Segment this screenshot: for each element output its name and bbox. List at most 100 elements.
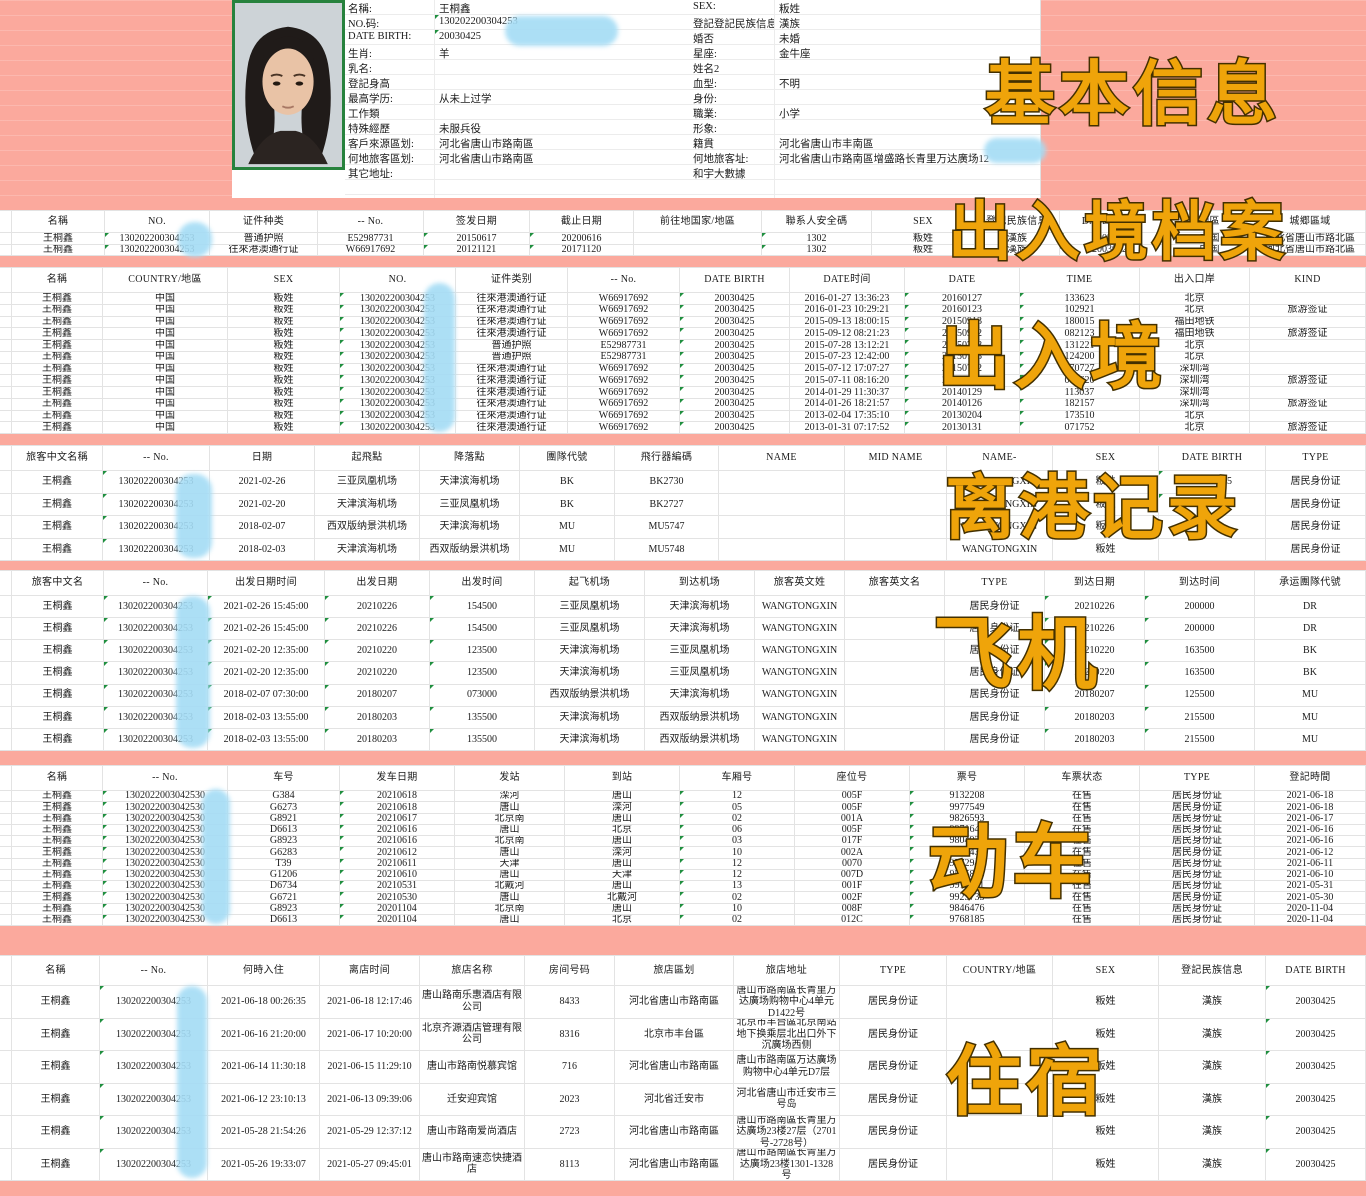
table-cell[interactable]: 20210226 [1045, 596, 1145, 619]
column-header[interactable]: 到达时间 [1145, 571, 1255, 596]
column-header[interactable]: 签发日期 [424, 211, 530, 233]
table-cell[interactable]: 唐山市路南悦慕宾馆 [420, 1051, 525, 1084]
column-header[interactable]: 房间号码 [525, 956, 615, 986]
column-header[interactable]: TYPE [945, 571, 1045, 596]
table-cell[interactable]: 河北省唐山市路北區 [1255, 233, 1366, 245]
table-cell[interactable] [0, 244, 12, 256]
table-cell[interactable]: 2021-05-27 09:45:01 [320, 1148, 420, 1181]
field-value[interactable] [775, 165, 1040, 179]
table-cell[interactable]: 居民身份证 [840, 1148, 947, 1181]
table-cell[interactable]: 20210617 [340, 813, 455, 825]
table-cell[interactable]: 007D [795, 869, 910, 881]
table-cell[interactable]: 163500 [1145, 640, 1255, 663]
table-cell[interactable]: 唐山 [455, 824, 565, 836]
table-cell[interactable]: 漢族 [975, 233, 1060, 245]
table-cell[interactable]: 中国 [103, 410, 228, 423]
table-cell[interactable] [0, 233, 12, 245]
table-cell[interactable]: 2021-02-26 [210, 471, 315, 494]
column-header[interactable]: 旅店名称 [420, 956, 525, 986]
table-cell[interactable]: 130202200304253 [340, 304, 456, 317]
table-cell[interactable]: 20210220 [1045, 640, 1145, 663]
table-cell[interactable]: 2021-06-17 [1255, 813, 1366, 825]
table-cell[interactable]: 王桐鑫 [12, 293, 103, 305]
table-cell[interactable]: 03 [680, 836, 795, 848]
table-cell[interactable] [947, 1051, 1053, 1084]
table-cell[interactable]: 20150617 [424, 233, 530, 245]
table-cell[interactable]: 20030425 [1159, 471, 1266, 494]
table-cell[interactable]: 王桐鑫 [12, 316, 103, 329]
table-cell[interactable]: 130202200304253 [340, 363, 456, 376]
table-cell[interactable]: 居民身份证 [1140, 903, 1255, 915]
table-cell[interactable] [0, 304, 12, 317]
table-cell[interactable]: D6613 [228, 824, 340, 836]
table-cell[interactable]: 中国 [103, 328, 228, 340]
table-cell[interactable]: 130202200304253 [100, 1018, 208, 1051]
table-cell[interactable]: 130202200304253 [100, 1051, 208, 1084]
table-cell[interactable]: BK [520, 471, 615, 494]
table-cell[interactable]: 天津滨海机场 [535, 640, 645, 663]
table-cell[interactable] [0, 596, 12, 619]
table-cell[interactable]: 130202200304253 [340, 328, 456, 340]
table-cell[interactable]: 9846476 [910, 903, 1025, 915]
column-header[interactable]: SEX [228, 268, 340, 293]
table-cell[interactable]: 中国 [103, 398, 228, 411]
table-cell[interactable]: 天津滨海机场 [420, 516, 520, 539]
table-cell[interactable]: 20180203 [325, 728, 430, 751]
table-cell[interactable]: 200000 [1145, 618, 1255, 641]
table-cell[interactable]: 王桐鑫 [12, 422, 103, 434]
column-header[interactable] [0, 571, 12, 596]
column-header[interactable]: 地區 [1165, 211, 1255, 233]
table-cell[interactable]: 西双版纳景洪机场 [315, 516, 420, 539]
table-cell[interactable]: 往來港澳通行证 [456, 363, 568, 376]
table-cell[interactable]: 唐山市路南區万达廣场购物中心4单元D7层 [734, 1051, 840, 1084]
table-cell[interactable]: 154500 [430, 618, 535, 641]
table-cell[interactable]: 河北省唐山市路南區 [615, 1148, 734, 1181]
table-cell[interactable]: 居民身份证 [1140, 791, 1255, 803]
table-cell[interactable]: 居民身份证 [1140, 836, 1255, 848]
table-cell[interactable]: 20121121 [424, 244, 530, 256]
table-cell[interactable]: 河北省唐山市路南區 [615, 986, 734, 1019]
table-cell[interactable]: 唐山 [455, 914, 565, 926]
table-cell[interactable] [719, 538, 845, 561]
column-header[interactable]: 到达日期 [1045, 571, 1145, 596]
table-cell[interactable]: 20210611 [340, 858, 455, 870]
table-cell[interactable]: 普通护照 [456, 340, 568, 352]
table-cell[interactable] [719, 471, 845, 494]
column-header[interactable]: COUNTRY/地區 [947, 956, 1053, 986]
table-cell[interactable]: W66917692 [568, 398, 680, 411]
table-cell[interactable]: 2021-06-16 21:20:00 [208, 1018, 320, 1051]
table-cell[interactable] [0, 1116, 12, 1149]
table-cell[interactable]: 王桐鑫 [12, 471, 103, 494]
table-cell[interactable]: 北京南 [455, 836, 565, 848]
column-header[interactable]: SEX [1053, 956, 1159, 986]
table-cell[interactable]: 王桐鑫 [12, 538, 103, 561]
table-cell[interactable]: 唐山 [565, 858, 680, 870]
table-cell[interactable]: 河北省唐山市路北區 [1255, 244, 1366, 256]
table-cell[interactable]: 9923735 [910, 892, 1025, 904]
table-cell[interactable]: 2021-05-30 [1255, 892, 1366, 904]
column-header[interactable]: DATE BIRTH [1060, 211, 1165, 233]
table-cell[interactable]: D6613 [228, 914, 340, 926]
table-cell[interactable]: 北戴河 [565, 892, 680, 904]
column-header[interactable]: 登記時間 [1255, 766, 1366, 791]
table-cell[interactable]: 漢族 [1159, 1051, 1266, 1084]
column-header[interactable]: 车票状态 [1025, 766, 1140, 791]
column-header[interactable]: DATE BIRTH [1159, 446, 1266, 471]
column-header[interactable]: 起飛點 [315, 446, 420, 471]
column-header[interactable]: 旅客英文名 [845, 571, 945, 596]
table-cell[interactable]: WANGTONGXIN [947, 538, 1053, 561]
table-cell[interactable]: 005F [795, 791, 910, 803]
table-cell[interactable]: 往來港澳通行证 [456, 422, 568, 434]
table-cell[interactable]: 普通护照 [456, 351, 568, 364]
table-cell[interactable] [845, 684, 945, 707]
table-cell[interactable]: 粄姓 [228, 340, 340, 352]
table-cell[interactable]: 居民身份证 [840, 1116, 947, 1149]
table-cell[interactable]: WANGTONGXIN [947, 516, 1053, 539]
table-cell[interactable]: 20140129 [905, 387, 1020, 399]
table-cell[interactable]: 9971648 [910, 824, 1025, 836]
column-header[interactable]: 旅客中文名稱 [12, 446, 103, 471]
table-cell[interactable]: 20210610 [340, 869, 455, 881]
table-cell[interactable] [845, 618, 945, 641]
table-cell[interactable]: 20150913 [905, 316, 1020, 329]
table-cell[interactable]: 20030425 [1159, 493, 1266, 516]
